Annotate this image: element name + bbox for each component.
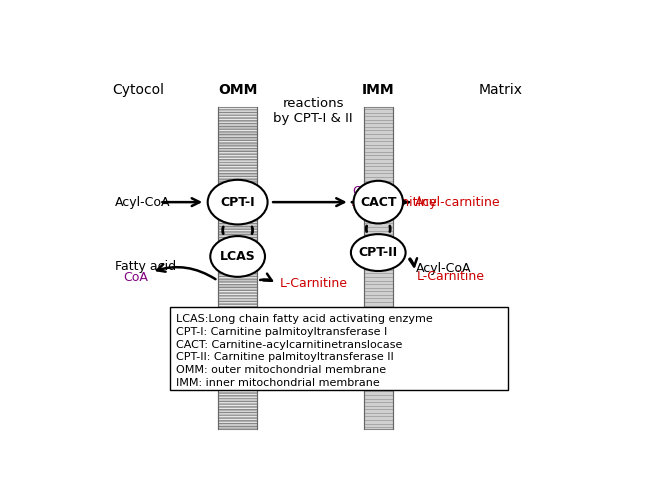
- Text: Fatty acid: Fatty acid: [116, 261, 176, 274]
- Text: IMM: inner mitochondrial membrane: IMM: inner mitochondrial membrane: [176, 378, 380, 388]
- Text: Acyl-CoA: Acyl-CoA: [116, 196, 171, 209]
- Text: OMM: OMM: [218, 83, 257, 97]
- Text: LCAS: LCAS: [220, 250, 255, 263]
- Text: L-Carnitine: L-Carnitine: [416, 270, 485, 283]
- Text: CPT-I: CPT-I: [220, 196, 255, 209]
- Text: Acyl-CoA: Acyl-CoA: [416, 262, 472, 275]
- Ellipse shape: [353, 181, 403, 223]
- Text: LCAS:Long chain fatty acid activating enzyme: LCAS:Long chain fatty acid activating en…: [176, 314, 433, 324]
- Text: reactions
by CPT-I & II: reactions by CPT-I & II: [274, 97, 353, 125]
- Text: CPT-I: Carnitine palmitoyltransferase I: CPT-I: Carnitine palmitoyltransferase I: [176, 327, 388, 337]
- Text: OMM: outer mitochondrial membrane: OMM: outer mitochondrial membrane: [176, 365, 386, 375]
- Bar: [218, 107, 257, 429]
- Text: Acyl-carnitine: Acyl-carnitine: [415, 196, 501, 209]
- Ellipse shape: [210, 236, 265, 277]
- Text: Matrix: Matrix: [478, 83, 523, 97]
- Text: CACT: CACT: [360, 196, 396, 209]
- Text: L-Carnitine: L-Carnitine: [280, 277, 347, 290]
- Ellipse shape: [208, 180, 267, 224]
- Text: CPT-II: CPT-II: [359, 246, 398, 259]
- Ellipse shape: [351, 234, 406, 271]
- Text: IMM: IMM: [362, 83, 394, 97]
- Text: CoA: CoA: [352, 185, 377, 198]
- Text: Acyl-carnitine: Acyl-carnitine: [352, 196, 438, 209]
- Text: CPT-II: Carnitine palmitoyltransferase II: CPT-II: Carnitine palmitoyltransferase I…: [176, 352, 394, 362]
- Bar: [364, 107, 392, 429]
- Text: Cytocol: Cytocol: [113, 83, 165, 97]
- Text: CACT: Carnitine-acylcarnitinetranslocase: CACT: Carnitine-acylcarnitinetranslocase: [176, 340, 403, 350]
- Bar: [170, 307, 509, 391]
- Text: CoA: CoA: [123, 271, 148, 284]
